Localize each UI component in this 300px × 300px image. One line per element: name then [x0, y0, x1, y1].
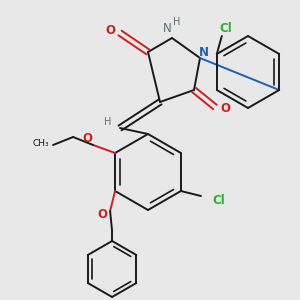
Text: Cl: Cl: [212, 194, 225, 208]
Text: N: N: [199, 46, 209, 59]
Text: Cl: Cl: [219, 22, 232, 34]
Text: H: H: [104, 117, 112, 127]
Text: O: O: [220, 103, 230, 116]
Text: O: O: [105, 25, 115, 38]
Text: N: N: [163, 22, 171, 34]
Text: O: O: [82, 133, 92, 146]
Text: H: H: [173, 17, 181, 27]
Text: CH₃: CH₃: [33, 139, 50, 148]
Text: O: O: [97, 208, 107, 221]
